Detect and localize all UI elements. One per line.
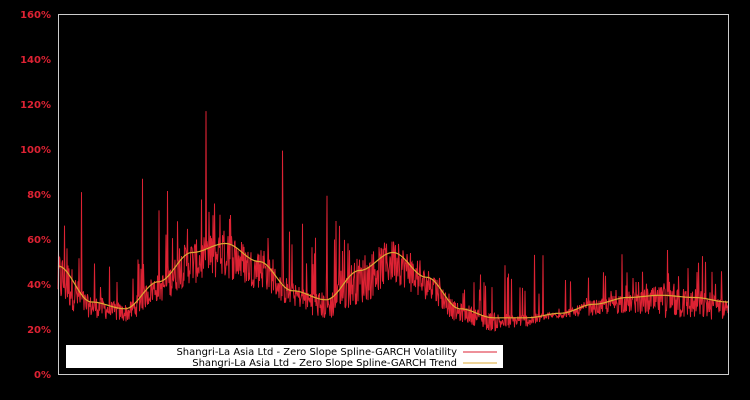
y-tick-label: 20% (27, 325, 51, 336)
y-tick-label: 120% (20, 100, 51, 111)
legend: Shangri-La Asia Ltd - Zero Slope Spline-… (66, 345, 503, 369)
y-tick-label: 60% (27, 235, 51, 246)
legend-label-trend: Shangri-La Asia Ltd - Zero Slope Spline-… (192, 358, 457, 369)
y-tick-label: 40% (27, 280, 51, 291)
trend-series (57, 242, 728, 319)
legend-box (66, 345, 503, 368)
y-tick-label: 80% (27, 190, 51, 201)
y-tick-label: 0% (34, 370, 51, 381)
legend-label-volatility: Shangri-La Asia Ltd - Zero Slope Spline-… (176, 347, 457, 358)
plot-area (57, 111, 729, 332)
y-tick-label: 140% (20, 55, 51, 66)
plot-border (58, 14, 729, 375)
y-tick-label: 160% (20, 10, 51, 21)
y-tick-label: 100% (20, 145, 51, 156)
y-axis: 0% 20% 40% 60% 80% 100% 120% 140% 160% (20, 10, 51, 381)
